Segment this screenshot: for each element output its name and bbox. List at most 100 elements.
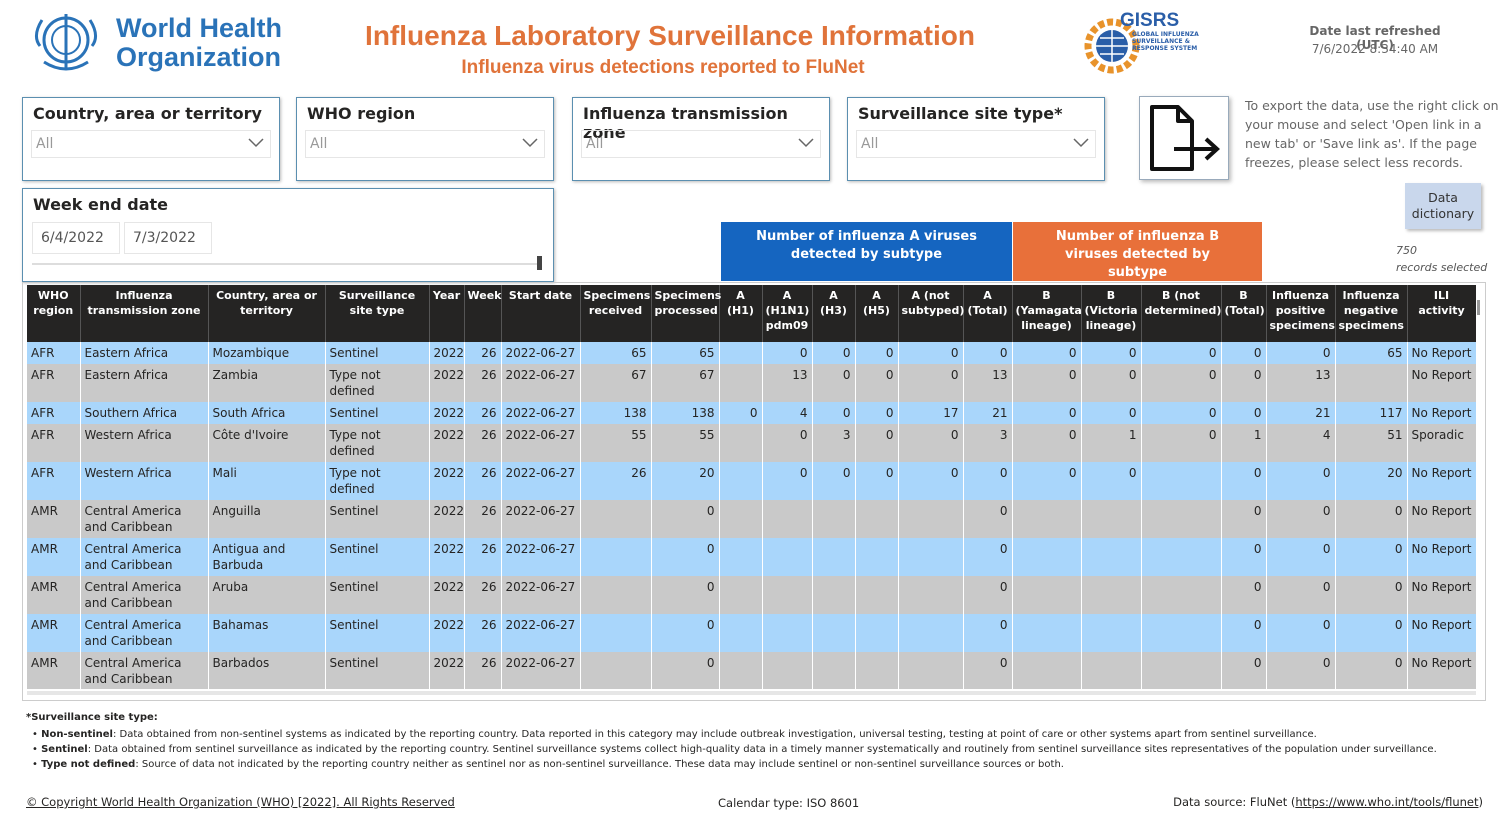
column-header[interactable]: A (Total): [963, 285, 1013, 342]
table-row[interactable]: AMR Central America and Caribbean Antigua …: [27, 538, 1476, 576]
table-row[interactable]: AFR Western Africa Côte d'Ivoire Type not d…: [27, 424, 1476, 462]
table-cell: [1012, 576, 1082, 614]
column-header[interactable]: A (H5): [855, 285, 899, 342]
column-header[interactable]: A (H1): [719, 285, 763, 342]
table-cell: 26: [464, 538, 502, 576]
source-link[interactable]: https://www.who.int/tools/flunet: [1295, 795, 1479, 809]
column-header[interactable]: ILI activity: [1407, 285, 1476, 342]
table-cell: Sporadic: [1407, 424, 1476, 462]
column-header[interactable]: Country, area or territory: [208, 285, 326, 342]
column-header[interactable]: B (Yamagata lineage): [1012, 285, 1082, 342]
column-header[interactable]: B (Victoria lineage): [1081, 285, 1142, 342]
table-cell: [580, 538, 652, 576]
slider-handle[interactable]: [537, 256, 542, 270]
date-input[interactable]: 7/3/2022: [124, 222, 212, 254]
table-cell: Western Africa: [80, 462, 209, 500]
date-input[interactable]: 6/4/2022: [32, 222, 120, 254]
table-row[interactable]: AMR Central America and Caribbean Bahamas S…: [27, 614, 1476, 652]
table-cell: Central America and Caribbean: [80, 500, 209, 538]
dropdown[interactable]: All: [305, 130, 545, 158]
subtype-header-a: Number of influenza A viruses detected b…: [721, 222, 1012, 281]
filter: Surveillance site type* All: [847, 97, 1105, 181]
who-emblem: [35, 14, 97, 71]
column-header[interactable]: A (H1N1) pdm09: [762, 285, 813, 342]
h-scrollbar[interactable]: [27, 691, 1476, 695]
footnote-text: : Data obtained from non-sentinel system…: [112, 729, 1317, 740]
table-row[interactable]: AFR Western Africa Mali Type not defined 202…: [27, 462, 1476, 500]
table-row[interactable]: AFR Eastern Africa Zambia Type not defined 2…: [27, 364, 1476, 402]
table-cell: 65: [651, 342, 720, 364]
column-header[interactable]: Specimens received: [580, 285, 652, 342]
table-row[interactable]: AFR Southern Africa South Africa Sentinel 20…: [27, 402, 1476, 424]
logo-line: World Health: [116, 13, 283, 43]
column-header[interactable]: B (not determined): [1141, 285, 1222, 342]
table-cell: Antigua and Barbuda: [208, 538, 326, 576]
records-label: records selected: [1396, 261, 1488, 274]
table-cell: 138: [651, 402, 720, 424]
table-cell: Barbados: [208, 652, 326, 689]
column-header[interactable]: WHO region: [27, 285, 81, 342]
table-cell: [1081, 538, 1142, 576]
filter: WHO region All: [296, 97, 554, 181]
column-header[interactable]: Year: [429, 285, 465, 342]
column-header[interactable]: Specimens processed: [651, 285, 721, 342]
chevron: [248, 138, 264, 148]
title: Influenza Laboratory Surveillance Inform…: [365, 20, 975, 51]
table-cell: 0: [1335, 614, 1408, 652]
subtype-header-b: Number of influenza B viruses detected b…: [1013, 222, 1262, 281]
table-cell: 0: [963, 500, 1013, 538]
table-row[interactable]: AMR Central America and Caribbean Anguilla…: [27, 500, 1476, 538]
table-cell: 2022-06-27: [501, 576, 581, 614]
table-cell: Central America and Caribbean: [80, 576, 209, 614]
table-cell: 0: [1335, 538, 1408, 576]
filter-label: Surveillance site type*: [858, 104, 1063, 123]
column-header[interactable]: Week: [464, 285, 502, 342]
filter-label: Week end date: [33, 195, 169, 214]
table-cell: [580, 614, 652, 652]
table-row[interactable]: AFR Eastern Africa Mozambique Sentinel 2022 2…: [27, 342, 1476, 364]
dropdown[interactable]: All: [856, 130, 1096, 158]
table-cell: [855, 538, 899, 576]
table-cell: 2022: [429, 576, 465, 614]
table-row[interactable]: AMR Central America and Caribbean Barbados…: [27, 652, 1476, 689]
footnote-item: • Non-sentinel: Data obtained from non-s…: [32, 729, 1317, 740]
table-cell: 20: [651, 462, 720, 500]
table-cell: [1012, 538, 1082, 576]
table-row[interactable]: AMR Central America and Caribbean Aruba Sen…: [27, 576, 1476, 614]
column-header[interactable]: Influenza transmission zone: [80, 285, 209, 342]
table-cell: 0: [1266, 652, 1336, 689]
copyright[interactable]: © Copyright World Health Organization (W…: [26, 795, 455, 809]
column-header[interactable]: B (Total): [1221, 285, 1267, 342]
table-cell: Central America and Caribbean: [80, 538, 209, 576]
dropdown[interactable]: All: [581, 130, 821, 158]
v-scrollbar[interactable]: [1477, 300, 1480, 315]
table-cell: [719, 614, 763, 652]
table-cell: 2022: [429, 402, 465, 424]
column-header[interactable]: A (H3): [812, 285, 856, 342]
gisrs-line: SURVEILLANCE &: [1132, 38, 1190, 45]
table-cell: No Report: [1407, 538, 1476, 576]
column-header[interactable]: Start date: [501, 285, 581, 342]
dropdown[interactable]: All: [31, 130, 271, 158]
column-header[interactable]: Influenza positive specimens: [1266, 285, 1336, 342]
table-cell: South Africa: [208, 402, 326, 424]
table-cell: 0: [963, 538, 1013, 576]
table-cell: 0: [1221, 402, 1267, 424]
table-cell: 0: [1335, 652, 1408, 689]
records-count: 750: [1396, 244, 1417, 257]
table-cell: Bahamas: [208, 614, 326, 652]
export-button[interactable]: [1139, 96, 1229, 180]
table-cell: 0: [651, 576, 720, 614]
table-cell: 0: [812, 364, 856, 402]
table-cell: 21: [1266, 402, 1336, 424]
table-cell: 2022-06-27: [501, 614, 581, 652]
column-header[interactable]: A (not subtyped): [898, 285, 964, 342]
column-header[interactable]: Influenza negative specimens: [1335, 285, 1408, 342]
data-dictionary-button[interactable]: Data dictionary: [1405, 183, 1481, 229]
footnote-list: • Non-sentinel: Data obtained from non-s…: [32, 727, 1437, 772]
table-cell: 0: [651, 614, 720, 652]
footnote-text: : Data obtained from sentinel surveillan…: [87, 744, 1437, 755]
column-header[interactable]: Surveillance site type: [325, 285, 430, 342]
table-cell: [1141, 614, 1222, 652]
table-frame: [22, 282, 1486, 701]
